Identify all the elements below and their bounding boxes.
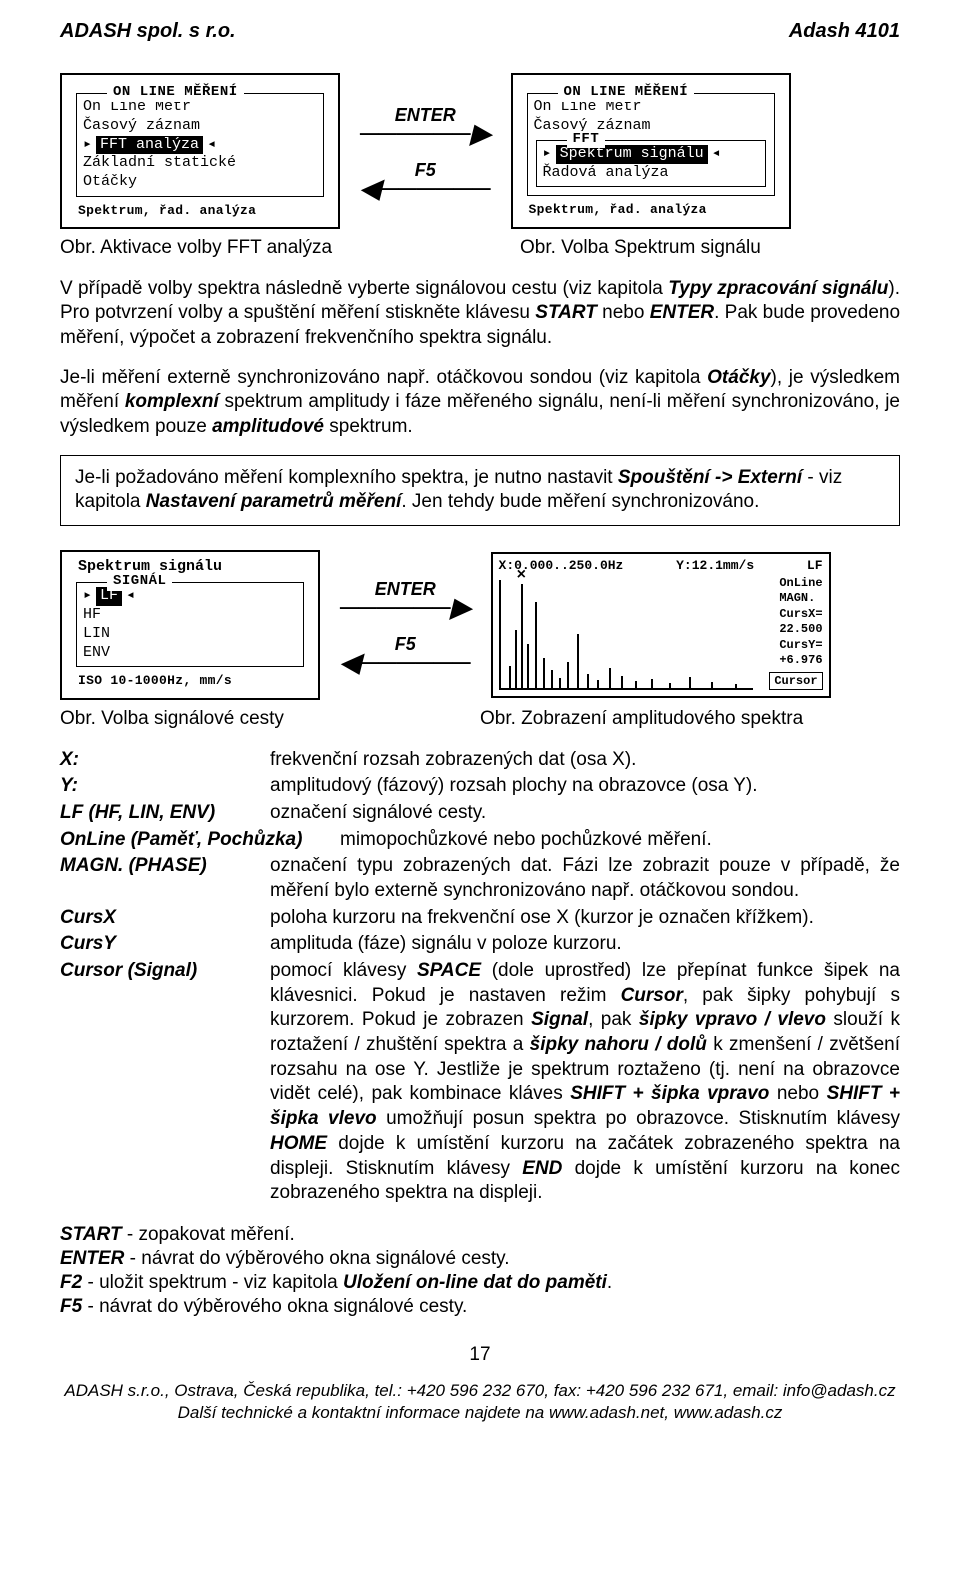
def-term: X: (60, 748, 270, 773)
lcd3-item: LIN (83, 625, 297, 644)
action-start: START - zopakovat měření. (60, 1224, 900, 1246)
footer-line-2: Další technické a kontaktní informace na… (60, 1402, 900, 1424)
lcd1-footer: Spektrum, řad. analýza (78, 203, 328, 219)
lcd2-footer: Spektrum, řad. analýza (529, 202, 779, 218)
nav-keys-2: ENTER ──────▶ F5 ◀────── (340, 579, 471, 670)
arrow-left-icon: ◀────── (340, 655, 471, 671)
lcd-fft-activate: ON LINE MĚŘENÍ On Line Metr Časový zázna… (60, 73, 340, 229)
cursy-val: +6.976 (779, 653, 822, 669)
def-term: OnLine (Paměť, Pochůzka) (60, 828, 340, 853)
def-desc: pomocí klávesy SPACE (dole uprostřed) lz… (270, 959, 900, 1206)
lcd3-fieldset-title: SIGNÁL (107, 573, 172, 591)
page: ADASH spol. s r.o. Adash 4101 ON LINE MĚ… (0, 0, 960, 1454)
cursx-val: 22.500 (779, 622, 822, 638)
lcd1-item-selected: FFT analýza (83, 136, 317, 155)
spectrum-side-info: OnLine MAGN. CursX= 22.500 CursY= +6.976 (779, 576, 822, 670)
cursor-mode-box: Cursor (769, 672, 822, 690)
cursor-marker-icon: × (517, 566, 527, 584)
lcd3-item: ENV (83, 644, 297, 663)
paragraph-2: Je-li měření externě synchronizováno nap… (60, 366, 900, 439)
def-term: CursY (60, 932, 270, 957)
lcd2-sub-item: Řadová analýza (543, 164, 759, 183)
footer-line-1: ADASH s.r.o., Ostrava, Česká republika, … (60, 1380, 900, 1402)
lcd1-item: Základní statické (83, 154, 317, 173)
device-name: Adash 4101 (789, 20, 900, 43)
arrow-left-icon: ◀────── (360, 181, 491, 197)
caption-2-left: Obr. Volba signálové cesty (60, 708, 340, 730)
def-desc: poloha kurzoru na frekvenční ose X (kurz… (270, 906, 900, 931)
lcd3-footer: ISO 10-1000Hz, mm/s (78, 673, 308, 689)
lcd1-item: Otáčky (83, 173, 317, 192)
lcd-signal-path: Spektrum signálu SIGNÁL LF HF LIN ENV IS… (60, 550, 320, 700)
def-desc: frekvenční rozsah zobrazených dat (osa X… (270, 748, 900, 773)
paragraph-1: V případě volby spektra následně vyberte… (60, 277, 900, 350)
arrow-right-icon: ──────▶ (360, 126, 491, 142)
lcd2-sub-title: FFT (567, 131, 606, 149)
def-term: LF (HF, LIN, ENV) (60, 801, 270, 826)
caption-2-right: Obr. Zobrazení amplitudového spektra (480, 708, 900, 730)
def-term: MAGN. (PHASE) (60, 854, 270, 903)
definitions-table: X:frekvenční rozsah zobrazených dat (osa… (60, 748, 900, 1206)
arrow-right-icon: ──────▶ (340, 600, 471, 616)
band: LF (807, 558, 823, 573)
y-range: Y:12.1mm/s (676, 558, 754, 573)
def-desc: označení signálové cesty. (270, 801, 900, 826)
lcd1-item: Časový záznam (83, 117, 317, 136)
lcd-row-1: ON LINE MĚŘENÍ On Line Metr Časový zázna… (60, 73, 900, 229)
company-name: ADASH spol. s r.o. (60, 20, 236, 43)
type: MAGN. (779, 591, 822, 607)
lcd3-item: HF (83, 606, 297, 625)
caption-row-2: Obr. Volba signálové cesty Obr. Zobrazen… (60, 708, 900, 730)
mode: OnLine (779, 576, 822, 592)
page-footer: ADASH s.r.o., Ostrava, Česká republika, … (60, 1380, 900, 1424)
def-desc: označení typu zobrazených dat. Fázi lze … (270, 854, 900, 903)
lcd-spectrum-select: ON LINE MĚŘENÍ On Line Metr Časový zázna… (511, 73, 791, 228)
lcd1-title: ON LINE MĚŘENÍ (107, 84, 244, 102)
caption-1-right: Obr. Volba Spektrum signálu (520, 237, 900, 259)
action-enter: ENTER - návrat do výběrového okna signál… (60, 1248, 900, 1270)
spectrum-chart: × (499, 580, 753, 690)
def-desc: mimopochůzkové nebo pochůzkové měření. (340, 828, 900, 853)
page-header: ADASH spol. s r.o. Adash 4101 (60, 20, 900, 43)
def-desc: amplituda (fáze) signálu v poloze kurzor… (270, 932, 900, 957)
action-f2: F2 - uložit spektrum - viz kapitola Ulož… (60, 1272, 900, 1294)
info-box: Je-li požadováno měření komplexního spek… (60, 455, 900, 526)
caption-row-1: Obr. Aktivace volby FFT analýza Obr. Vol… (60, 237, 900, 259)
caption-1-left: Obr. Aktivace volby FFT analýza (60, 237, 360, 259)
key-actions: START - zopakovat měření. ENTER - návrat… (60, 1224, 900, 1318)
def-term: Y: (60, 774, 270, 799)
page-number: 17 (60, 1344, 900, 1366)
def-desc: amplitudový (fázový) rozsah plochy na ob… (270, 774, 900, 799)
nav-keys-1: ENTER ──────▶ F5 ◀────── (360, 105, 491, 196)
lcd-row-2: Spektrum signálu SIGNÁL LF HF LIN ENV IS… (60, 550, 900, 700)
lcd-spectrum-display: X:0.000..250.0Hz Y:12.1mm/s LF OnLine MA… (491, 552, 831, 698)
spectrum-status: X:0.000..250.0Hz Y:12.1mm/s LF (499, 558, 823, 573)
def-term: CursX (60, 906, 270, 931)
def-term: Cursor (Signal) (60, 959, 270, 1206)
lcd2-title: ON LINE MĚŘENÍ (558, 84, 695, 102)
action-f5: F5 - návrat do výběrového okna signálové… (60, 1296, 900, 1318)
